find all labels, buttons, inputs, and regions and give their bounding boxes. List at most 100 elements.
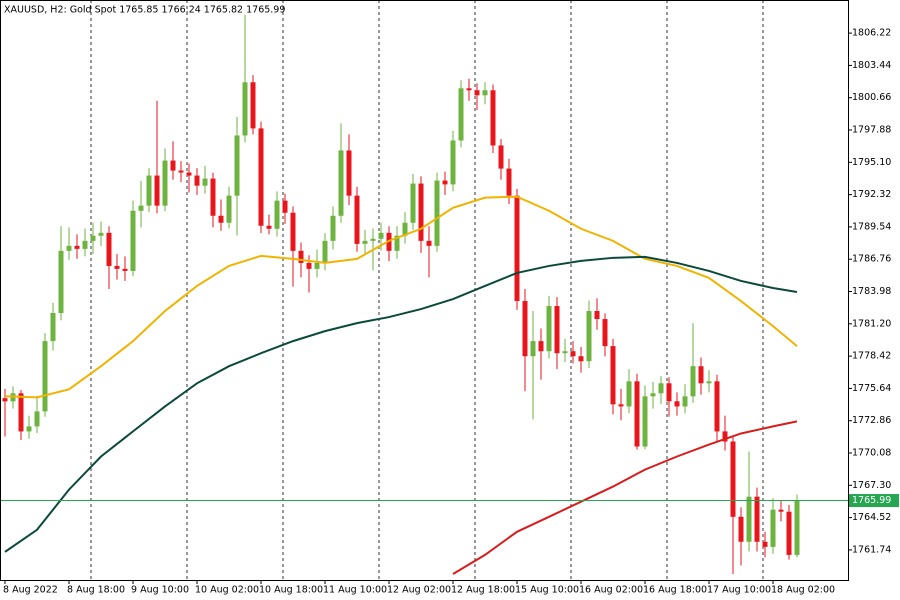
y-tick-label: 1797.88 <box>852 125 891 136</box>
candle-body <box>258 128 264 226</box>
candle-body <box>690 366 696 397</box>
candle-body <box>26 426 32 432</box>
candle-body <box>74 245 80 249</box>
plot-area <box>0 14 848 575</box>
x-tick-label: 12 Aug 18:00 <box>451 585 515 596</box>
candle-body <box>746 496 752 542</box>
candle-body <box>306 262 312 269</box>
candle-body <box>778 509 784 512</box>
candle-body <box>530 341 536 357</box>
candle-body <box>42 341 48 412</box>
plot-frame <box>0 0 849 581</box>
y-tick-label: 1781.20 <box>852 318 891 329</box>
moving-average <box>4 195 798 399</box>
candle-body <box>674 401 680 407</box>
y-tick-label: 1789.54 <box>852 221 891 232</box>
candle-body <box>506 168 512 196</box>
candle-body <box>762 541 768 547</box>
candle-body <box>642 396 648 447</box>
candle-body <box>594 311 600 320</box>
candle-body <box>66 245 72 251</box>
candle-body <box>554 306 560 354</box>
candle-body <box>354 195 360 244</box>
candle-body <box>714 381 720 432</box>
moving-average <box>4 255 798 553</box>
candle-body <box>626 381 632 407</box>
x-tick-label: 11 Aug 10:00 <box>323 585 387 596</box>
candle-body <box>82 240 88 249</box>
candle-body <box>226 195 232 223</box>
candle-body <box>658 383 664 394</box>
candle-body <box>514 195 520 302</box>
candle-body <box>394 235 400 251</box>
candle-body <box>786 511 792 555</box>
y-tick-label: 1803.44 <box>852 60 891 71</box>
last-price-box <box>849 494 899 508</box>
candle-body <box>114 265 120 269</box>
candle-body <box>442 180 448 185</box>
candle-body <box>194 175 200 186</box>
candle-body <box>618 404 624 407</box>
candle-body <box>58 250 64 314</box>
y-tick-label: 1795.10 <box>852 157 891 168</box>
candle-body <box>210 178 216 216</box>
moving-average <box>452 420 798 575</box>
candle-body <box>218 215 224 223</box>
candle-body <box>330 215 336 241</box>
candle-body <box>722 431 728 442</box>
candle-body <box>186 172 192 176</box>
chart-title: XAUUSD, H2: Gold Spot 1765.85 1766.24 17… <box>4 5 285 16</box>
candle-body <box>290 212 296 251</box>
candle-body <box>298 250 304 263</box>
candle-body <box>122 268 128 271</box>
candle-body <box>578 356 584 362</box>
candle-body <box>178 170 184 173</box>
candle-body <box>346 150 352 196</box>
candle-body <box>274 200 280 229</box>
candle-body <box>498 145 504 169</box>
candle-body <box>170 160 176 171</box>
y-tick-label: 1770.08 <box>852 448 891 459</box>
candle-body <box>570 351 576 357</box>
x-tick-label: 12 Aug 02:00 <box>387 585 451 596</box>
candle-body <box>322 240 328 263</box>
candle-body <box>34 411 40 427</box>
last-price-label: 1765.99 <box>852 495 891 506</box>
candle-body <box>2 398 8 402</box>
x-tick-label: 17 Aug 10:00 <box>707 585 771 596</box>
candle-body <box>730 441 736 517</box>
candle-body <box>234 135 240 196</box>
candle-body <box>370 238 376 241</box>
candle-body <box>162 160 168 206</box>
candle-body <box>466 88 472 91</box>
candle-body <box>538 341 544 352</box>
y-tick-label: 1800.66 <box>852 92 891 103</box>
candle-body <box>450 140 456 185</box>
x-tick-label: 18 Aug 02:00 <box>771 585 835 596</box>
candle-body <box>434 180 440 246</box>
x-tick-label: 10 Aug 18:00 <box>259 585 323 596</box>
candle-body <box>682 396 688 407</box>
candle-body <box>50 313 56 342</box>
y-tick-label: 1806.22 <box>852 28 891 39</box>
candle-body <box>562 351 568 354</box>
candle-body <box>106 232 112 266</box>
y-tick-label: 1764.52 <box>852 512 891 523</box>
candle-body <box>130 210 136 271</box>
candle-body <box>602 319 608 347</box>
candle-body <box>666 383 672 402</box>
x-tick-label: 16 Aug 18:00 <box>643 585 707 596</box>
candle-body <box>402 222 408 236</box>
x-tick-label: 15 Aug 10:00 <box>515 585 579 596</box>
candle-body <box>314 262 320 269</box>
candle-body <box>266 225 272 229</box>
candle-body <box>458 88 464 141</box>
candle-body <box>338 150 344 216</box>
candle-body <box>794 500 800 555</box>
candle-body <box>138 205 144 211</box>
candle-body <box>90 235 96 241</box>
candle-body <box>738 516 744 542</box>
candle-body <box>410 183 416 223</box>
y-tick-label: 1772.86 <box>852 415 891 426</box>
